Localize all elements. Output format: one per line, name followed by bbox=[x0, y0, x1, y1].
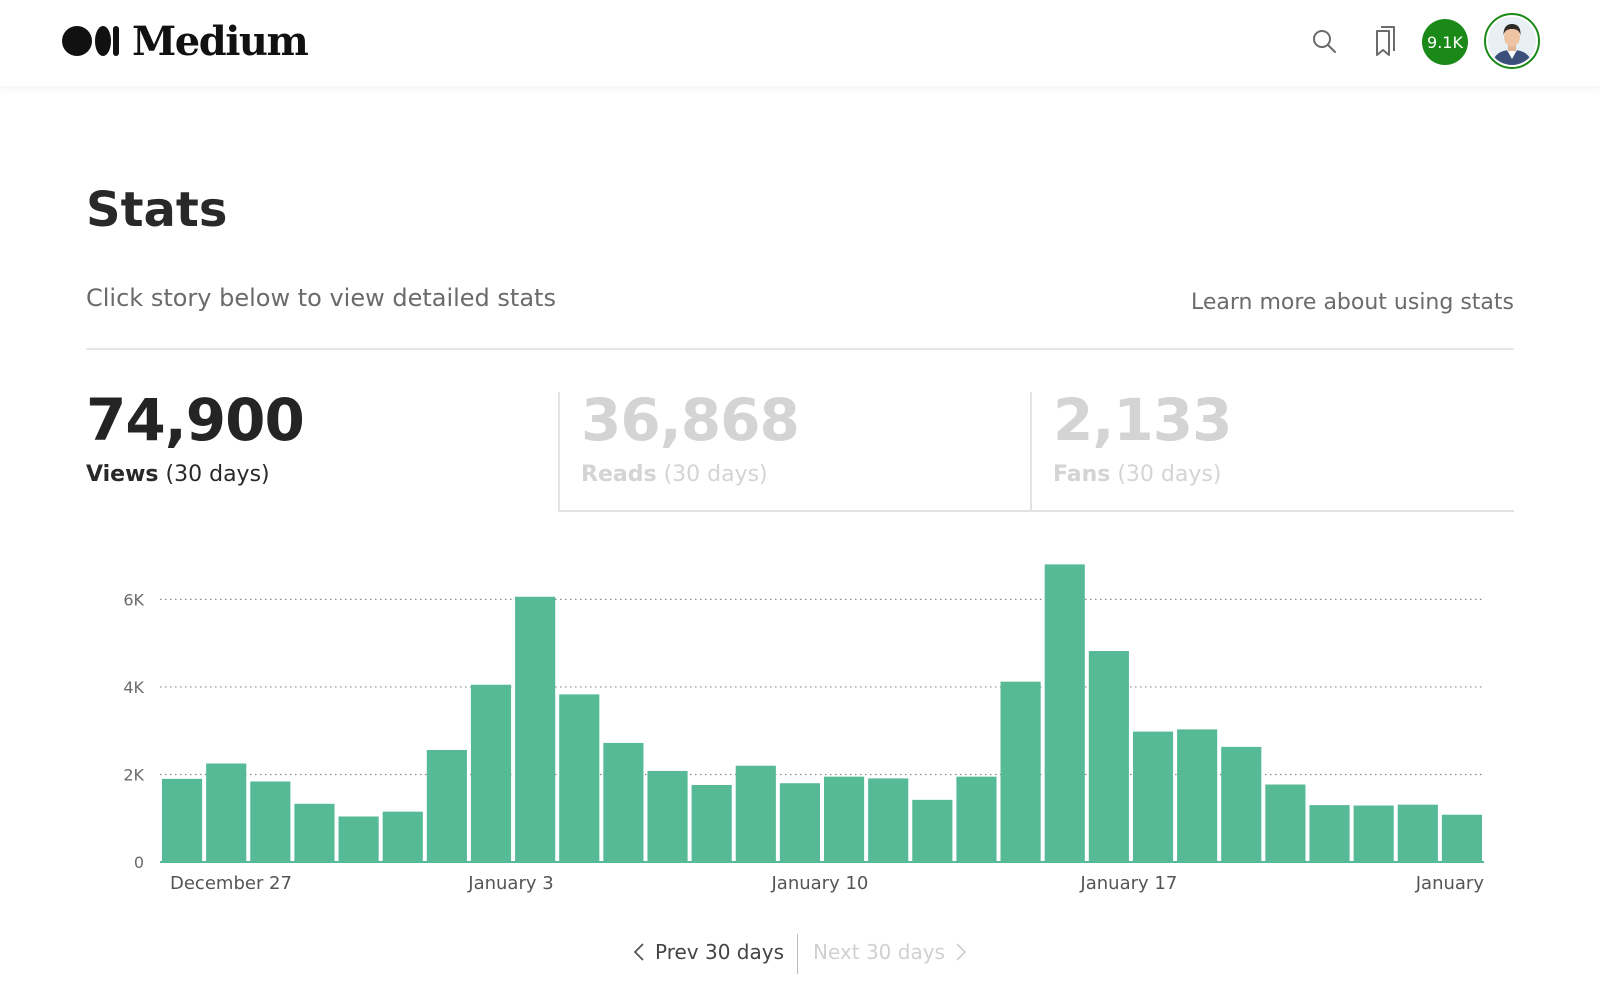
fans-label: Fans (30 days) bbox=[1053, 462, 1514, 487]
bar[interactable] bbox=[559, 694, 600, 862]
bar[interactable] bbox=[515, 596, 556, 862]
bar[interactable] bbox=[162, 778, 203, 862]
bar[interactable] bbox=[382, 811, 423, 862]
bar[interactable] bbox=[691, 784, 732, 862]
bar[interactable] bbox=[1309, 805, 1350, 862]
fans-period: (30 days) bbox=[1117, 462, 1222, 487]
next-30-days-label: Next 30 days bbox=[813, 940, 945, 964]
y-tick-label: 2K bbox=[123, 765, 144, 784]
bar[interactable] bbox=[1044, 564, 1085, 862]
y-tick-label: 4K bbox=[123, 678, 144, 697]
bar[interactable] bbox=[868, 778, 909, 862]
bar[interactable] bbox=[603, 742, 644, 862]
y-tick-label: 6K bbox=[123, 590, 144, 609]
bookmarks-icon[interactable] bbox=[1370, 25, 1400, 59]
prev-30-days-label: Prev 30 days bbox=[654, 940, 784, 964]
page-subtitle: Click story below to view detailed stats bbox=[86, 284, 556, 312]
x-tick-label: January bbox=[1415, 873, 1485, 894]
prev-30-days-button[interactable]: Prev 30 days bbox=[633, 940, 784, 964]
reads-period: (30 days) bbox=[663, 462, 768, 487]
bar[interactable] bbox=[338, 816, 379, 862]
bar[interactable] bbox=[1397, 804, 1438, 862]
page-title: Stats bbox=[86, 182, 228, 238]
fans-label-name: Fans bbox=[1053, 462, 1111, 487]
views-period: (30 days) bbox=[165, 462, 270, 487]
views-stat-tab[interactable]: 74,900 Views (30 days) bbox=[86, 388, 558, 512]
bar[interactable] bbox=[1088, 651, 1129, 862]
user-avatar-button[interactable] bbox=[1484, 13, 1540, 69]
y-tick-label: 0 bbox=[134, 853, 144, 872]
reads-label-name: Reads bbox=[581, 462, 657, 487]
pagination-separator bbox=[797, 934, 798, 974]
medium-logo[interactable]: Medium bbox=[62, 17, 309, 65]
learn-more-link[interactable]: Learn more about using stats bbox=[1190, 290, 1514, 315]
bar[interactable] bbox=[824, 776, 865, 862]
bar[interactable] bbox=[735, 765, 776, 862]
bar[interactable] bbox=[912, 799, 953, 862]
bar[interactable] bbox=[1265, 784, 1306, 862]
notification-count: 9.1K bbox=[1427, 32, 1463, 52]
bar[interactable] bbox=[426, 749, 467, 862]
fans-count: 2,133 bbox=[1053, 386, 1232, 454]
medium-logo-mark-icon bbox=[62, 23, 126, 59]
bar[interactable] bbox=[1353, 805, 1394, 862]
top-navigation-bar: Medium 9.1K bbox=[0, 0, 1600, 86]
x-tick-label: December 27 bbox=[170, 873, 292, 894]
x-tick-label: January 17 bbox=[1079, 873, 1177, 894]
bar[interactable] bbox=[294, 803, 335, 862]
x-tick-label: January 3 bbox=[467, 873, 553, 894]
views-count: 74,900 bbox=[86, 386, 305, 454]
bar[interactable] bbox=[1000, 681, 1041, 862]
fans-stat-tab[interactable]: 2,133 Fans (30 days) bbox=[1030, 388, 1514, 512]
next-30-days-button: Next 30 days bbox=[813, 940, 967, 964]
bar[interactable] bbox=[206, 763, 247, 862]
reads-label: Reads (30 days) bbox=[581, 462, 1030, 487]
chevron-left-icon bbox=[633, 943, 644, 961]
pagination: Prev 30 days Next 30 days bbox=[0, 934, 1600, 978]
bar[interactable] bbox=[779, 783, 820, 862]
search-icon[interactable] bbox=[1310, 25, 1340, 59]
views-bar-chart: 0 2K 4K 6K December 27 January 3 January 10 Jan… bbox=[123, 564, 1485, 894]
bar[interactable] bbox=[250, 781, 291, 862]
reads-stat-tab[interactable]: 36,868 Reads (30 days) bbox=[558, 388, 1030, 512]
bar[interactable] bbox=[1177, 729, 1218, 862]
section-divider bbox=[86, 348, 1514, 350]
brand-name: Medium bbox=[132, 17, 309, 65]
views-label: Views (30 days) bbox=[86, 462, 558, 487]
views-label-name: Views bbox=[86, 462, 159, 487]
user-avatar bbox=[1488, 17, 1536, 65]
reads-count: 36,868 bbox=[581, 386, 800, 454]
bar[interactable] bbox=[1132, 731, 1174, 862]
bar[interactable] bbox=[1441, 814, 1482, 862]
notification-count-badge[interactable]: 9.1K bbox=[1422, 19, 1468, 65]
bar[interactable] bbox=[647, 770, 688, 862]
bar[interactable] bbox=[956, 776, 997, 862]
chevron-right-icon bbox=[956, 943, 967, 961]
bar[interactable] bbox=[470, 684, 512, 862]
bar[interactable] bbox=[1221, 746, 1262, 862]
x-tick-label: January 10 bbox=[770, 873, 868, 894]
